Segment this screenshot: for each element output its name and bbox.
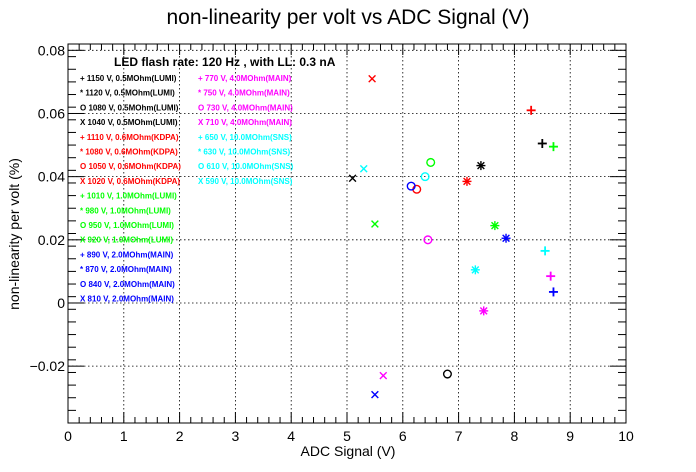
plot-frame [67, 43, 627, 424]
x-tick-label: 8 [511, 428, 519, 444]
data-point [537, 138, 547, 148]
legend-entry: O 730 V, 4.0MOhm(MAIN) [198, 103, 293, 112]
y-tick-labels: −0.02 0 0.02 0.04 0.06 0.08 [30, 42, 66, 374]
legend-entry: X 920 V, 1.0MOhm(LUMI) [80, 236, 173, 245]
data-point [368, 74, 376, 83]
x-tick-label: 0 [64, 428, 72, 444]
legend-entry: X 1040 V, 0.5MOhm(LUMI) [80, 118, 178, 127]
legend-entry: + 1110 V, 0.6MOhm(KDPA) [80, 133, 179, 142]
legend-title: LED flash rate: 120 Hz , with LL: 0.3 nA [114, 55, 336, 69]
x-tick-label: 4 [287, 428, 295, 444]
data-point [501, 233, 511, 243]
y-tick-label: 0.06 [38, 105, 65, 121]
data-point [371, 220, 379, 228]
data-point [359, 164, 368, 173]
chart-title: non-linearity per volt vs ADC Signal (V) [167, 6, 530, 29]
data-point [426, 157, 436, 167]
axis-ticks [67, 43, 627, 424]
x-tick-label: 2 [176, 428, 184, 444]
x-tick-labels: 0 1 2 3 4 5 6 7 8 9 10 [64, 428, 634, 444]
x-tick-label: 9 [566, 428, 574, 444]
data-point [470, 265, 480, 275]
x-tick-label: 6 [399, 428, 407, 444]
data-point [371, 390, 379, 399]
x-tick-label: 10 [618, 428, 634, 444]
legend-entry: X 1020 V, 0.6MOhm(KDPA) [80, 177, 180, 186]
data-point [423, 235, 433, 245]
legend-entry: O 1050 V, 0.6MOhm(KDPA) [80, 162, 181, 171]
legend-entry: * 980 V, 1.0MOhm(LUMI) [80, 206, 171, 215]
y-tick-label: 0.08 [38, 42, 65, 58]
data-point [526, 105, 536, 115]
legend-entry: + 770 V, 4.0MOhm(MAIN) [198, 74, 292, 83]
data-point [462, 176, 472, 186]
data-point [406, 181, 416, 191]
legend-entry: O 950 V, 1.0MOhm(LUMI) [80, 221, 174, 230]
grid-lines [68, 44, 626, 423]
legend-entry: + 650 V, 10.0MOhm(SNS) [198, 133, 292, 142]
y-tick-label: 0.02 [38, 232, 65, 248]
legend: LED flash rate: 120 Hz , with LL: 0.3 nA… [80, 55, 336, 304]
data-point [479, 306, 489, 316]
legend-entry: X 810 V, 2.0MOhm(MAIN) [80, 295, 174, 304]
data-point [420, 172, 430, 182]
legend-entry: O 610 V, 10.0MOhm(SNS) [198, 162, 294, 171]
data-point [476, 161, 486, 171]
legend-entry: * 870 V, 2.0MOhm(MAIN) [80, 265, 172, 274]
x-tick-label: 3 [232, 428, 240, 444]
data-point [348, 174, 357, 183]
legend-entry: O 1080 V, 0.5MOhm(LUMI) [80, 103, 179, 112]
legend-entry: + 1150 V, 0.5MOhm(LUMI) [80, 74, 177, 83]
legend-entry: O 840 V, 2.0MOhm(MAIN) [80, 280, 175, 289]
data-point [540, 246, 550, 256]
data-points [348, 74, 558, 399]
legend-entry: + 1010 V, 1.0MOhm(LUMI) [80, 192, 177, 201]
data-point [442, 369, 452, 379]
legend-entry: X 590 V, 10.0MOhm(SNS) [198, 177, 293, 186]
legend-entry: * 750 V, 4.0MOhm(MAIN) [198, 89, 290, 98]
legend-entry: * 1120 V, 0.5MOhm(LUMI) [80, 89, 175, 98]
data-point [546, 271, 556, 281]
legend-entry: X 710 V, 4.0MOhm(MAIN) [198, 118, 292, 127]
data-point [379, 371, 388, 380]
y-tick-label: 0 [57, 295, 65, 311]
legend-entry: * 1080 V, 0.6MOhm(KDPA) [80, 148, 178, 157]
x-tick-label: 5 [343, 428, 351, 444]
x-tick-label: 1 [120, 428, 128, 444]
legend-entry: + 890 V, 2.0MOhm(MAIN) [80, 250, 174, 259]
data-point [548, 142, 558, 152]
data-point [548, 287, 558, 297]
y-axis-label: non-linearity per volt (%) [6, 158, 22, 310]
y-tick-label: 0.04 [38, 169, 65, 185]
x-axis-label: ADC Signal (V) [301, 443, 396, 459]
y-tick-label: −0.02 [30, 358, 66, 374]
legend-entry: * 630 V, 10.0MOhm(SNS) [198, 148, 291, 157]
x-tick-label: 7 [455, 428, 463, 444]
data-point [490, 221, 500, 231]
